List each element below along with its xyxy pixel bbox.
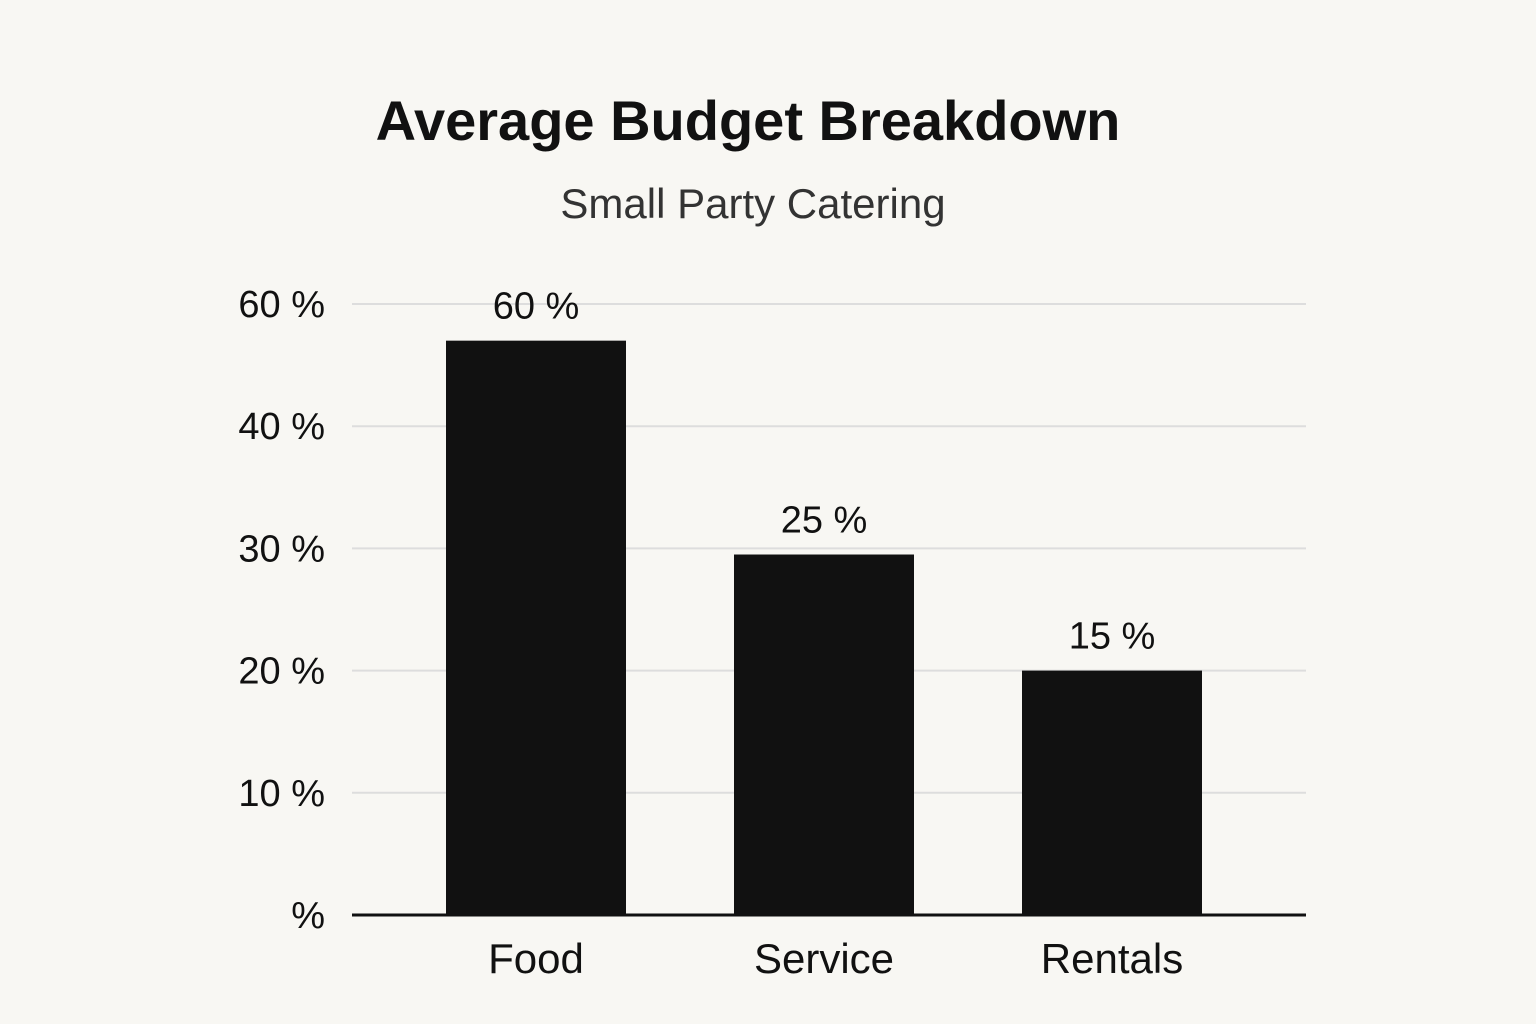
x-tick-label: Service <box>754 935 894 982</box>
y-tick-label: 30 % <box>238 528 325 570</box>
y-tick-label: 10 % <box>238 773 325 815</box>
x-tick-label: Rentals <box>1041 935 1183 982</box>
bar-rentals <box>1022 670 1202 915</box>
y-tick-label: 40 % <box>238 406 325 448</box>
chart-title: Average Budget Breakdown <box>375 89 1121 152</box>
y-tick-label: 60 % <box>238 284 325 326</box>
y-tick-label: % <box>291 895 325 937</box>
data-label: 15 % <box>1069 616 1156 658</box>
data-label: 60 % <box>493 286 580 328</box>
chart-subtitle: Small Party Catering <box>560 180 946 227</box>
bar-service <box>734 554 914 915</box>
bar-food <box>446 340 626 915</box>
x-tick-label: Food <box>488 935 584 982</box>
data-label: 25 % <box>781 500 868 542</box>
y-tick-label: 20 % <box>238 651 325 693</box>
